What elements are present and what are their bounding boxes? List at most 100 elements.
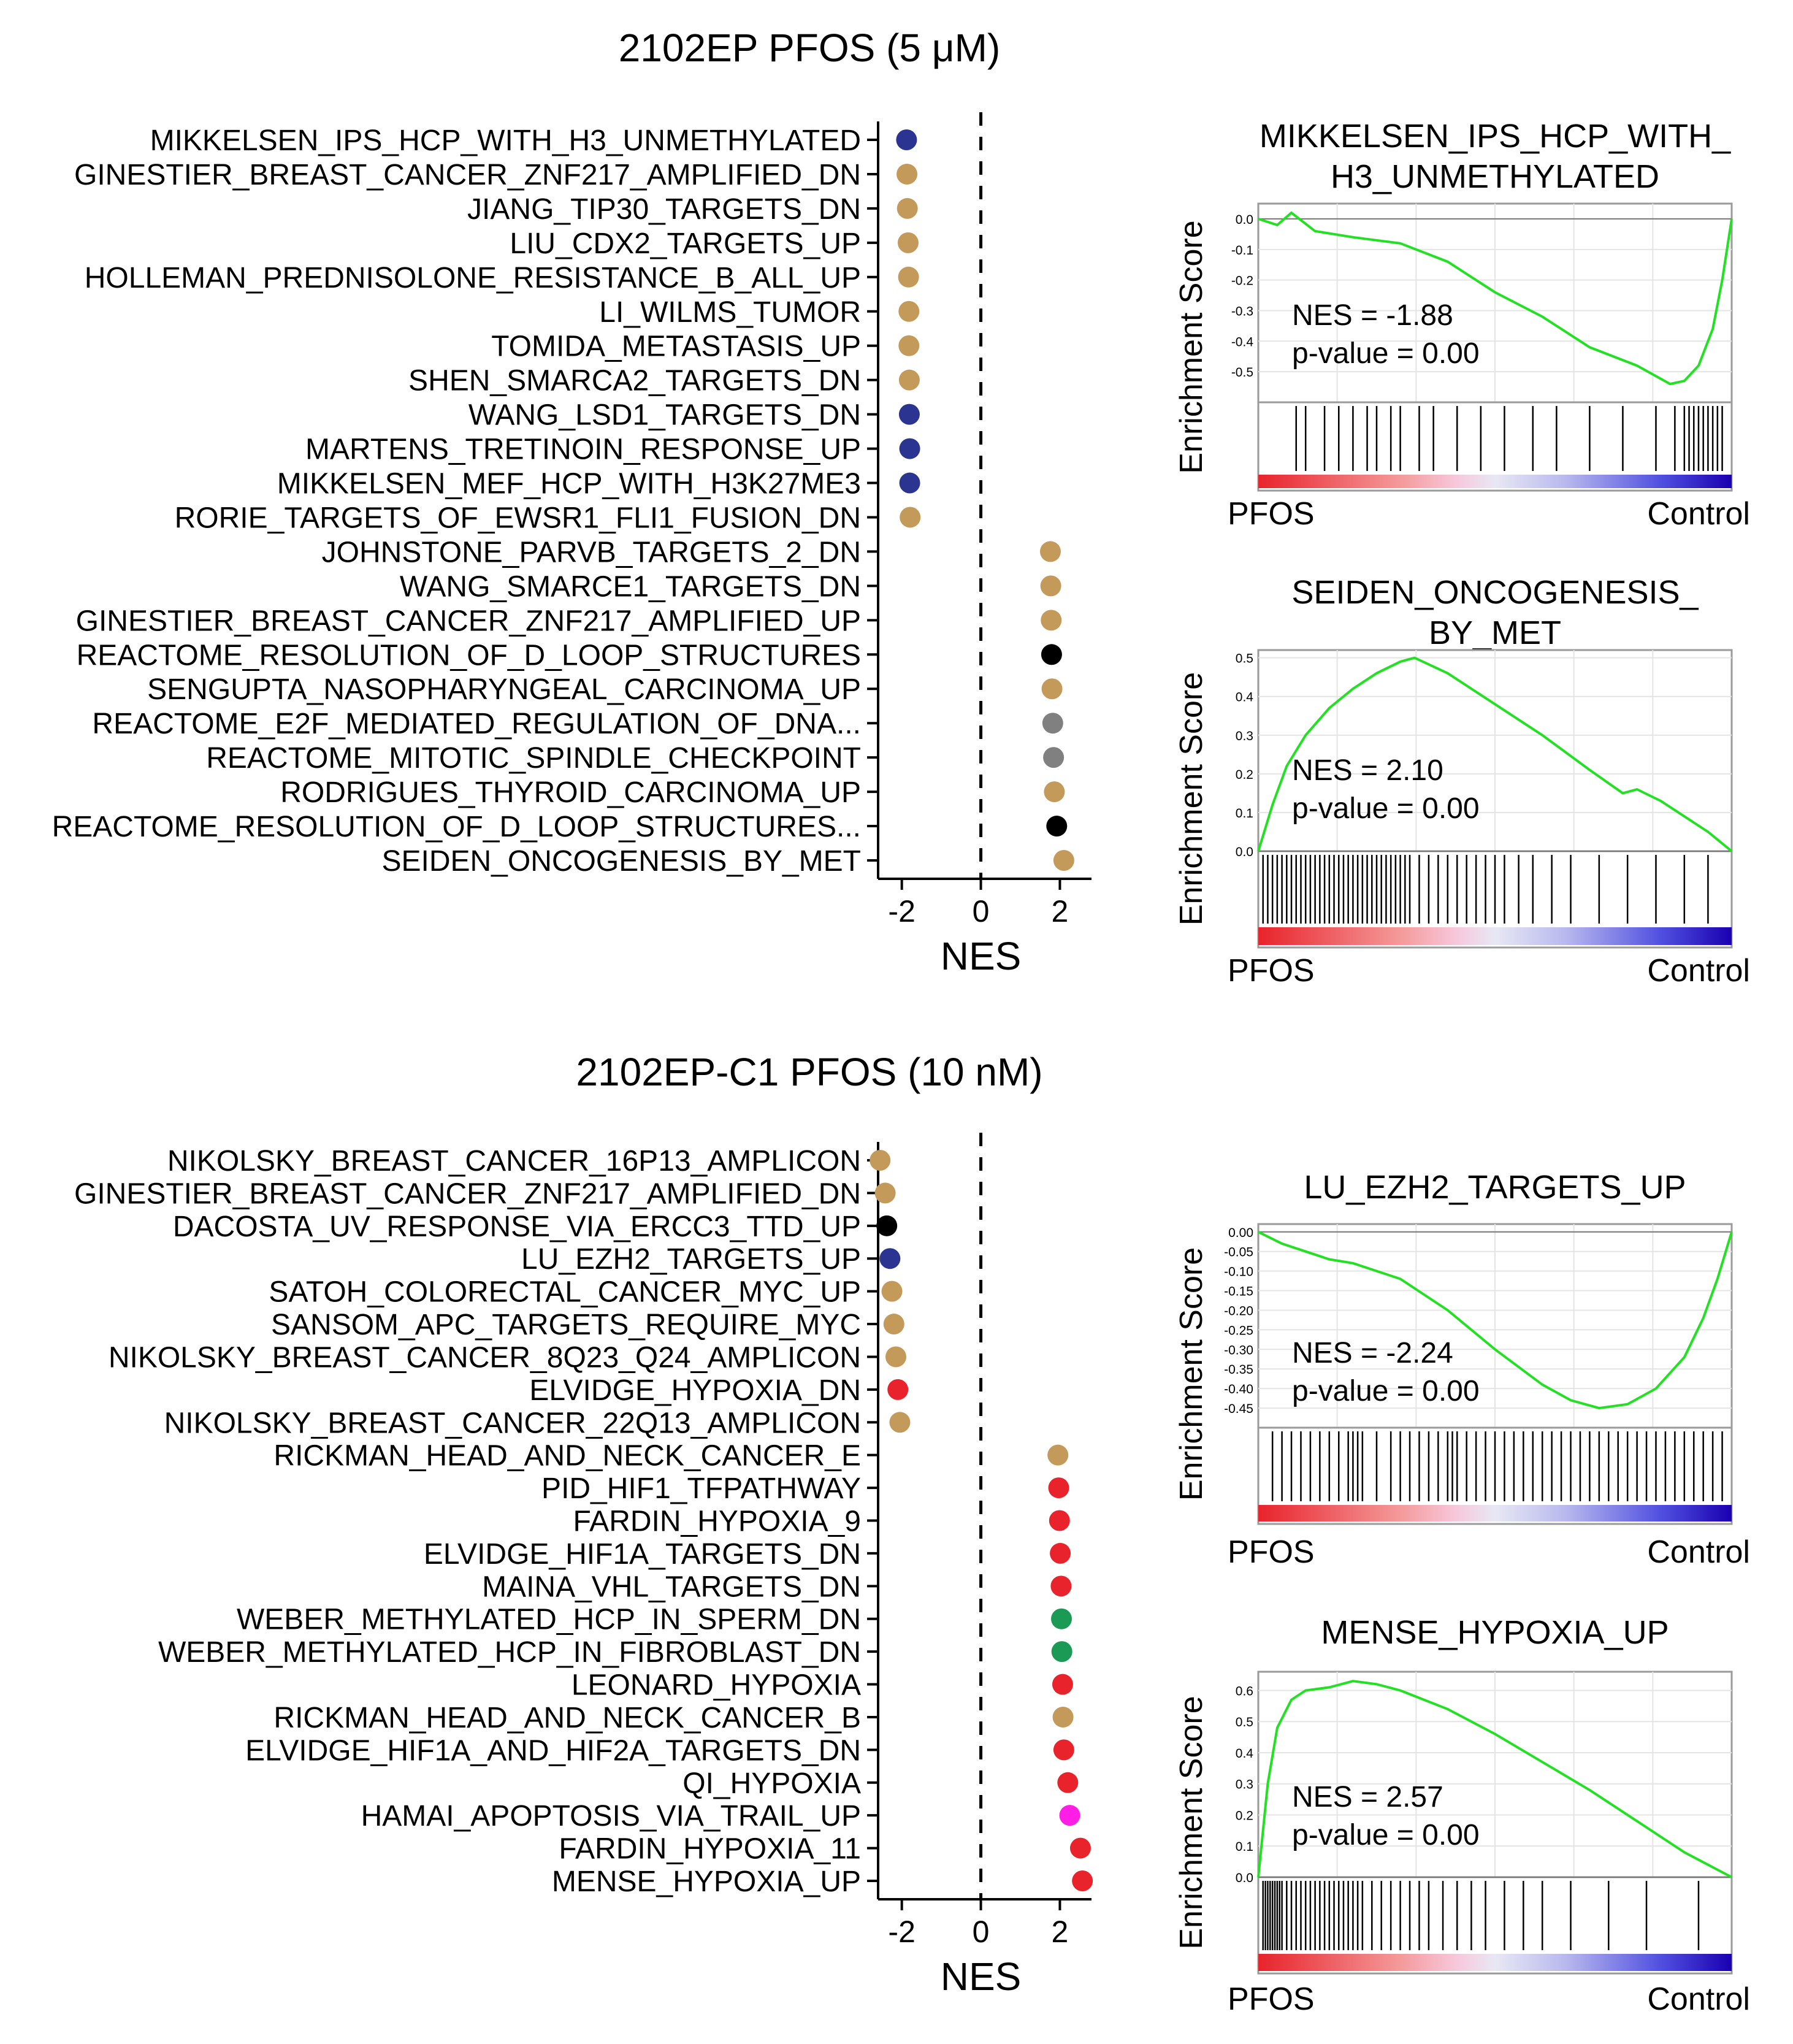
- es-y-tick-label: -0.30: [1224, 1343, 1253, 1357]
- es-y-tick-label: -0.2: [1231, 274, 1253, 288]
- rank-gradient-bar: [1258, 1505, 1732, 1522]
- nes-dot: [870, 1150, 891, 1171]
- es-y-tick-label: -0.20: [1224, 1304, 1253, 1318]
- es-plot-title: H3_UNMETHYLATED: [1331, 158, 1659, 195]
- nes-dot: [896, 163, 918, 185]
- gene-set-label: NIKOLSKY_BREAST_CANCER_22Q13_AMPLICON: [164, 1407, 861, 1439]
- nes-dot: [1044, 781, 1065, 803]
- es-y-tick-label: 0.00: [1228, 1226, 1253, 1240]
- es-plot-lu-ezh2: LU_EZH2_TARGETS_UP 0.00 -0.05 -0.10 -0.15 -0.…: [1174, 1169, 1750, 1570]
- es-y-tick-label: -0.05: [1224, 1246, 1253, 1260]
- nes-dot: [898, 369, 920, 391]
- es-y-axis-label: Enrichment Score: [1174, 1696, 1209, 1949]
- es-y-tick-label: -0.35: [1224, 1363, 1253, 1377]
- gene-set-label: QI_HYPOXIA: [682, 1767, 861, 1800]
- es-plot-title: MIKKELSEN_IPS_HCP_WITH_: [1260, 118, 1731, 155]
- gene-set-label: MENSE_HYPOXIA_UP: [552, 1866, 861, 1898]
- x-axis-label: NES: [941, 934, 1022, 978]
- gene-set-label: SATOH_COLORECTAL_CANCER_MYC_UP: [269, 1276, 861, 1309]
- es-y-axis-label: Enrichment Score: [1174, 220, 1209, 473]
- dotplot-top: -2 0 2 NES MIKKELSEN_IPS_HCP_WITH_H3_UNMETHY…: [52, 112, 1091, 978]
- pfos-label: PFOS: [1228, 953, 1315, 989]
- es-y-tick-label: -0.40: [1224, 1382, 1253, 1396]
- es-y-tick-label: 0.0: [1236, 845, 1253, 859]
- gene-set-label: WEBER_METHYLATED_HCP_IN_FIBROBLAST_DN: [158, 1636, 861, 1669]
- nes-dot: [898, 266, 919, 288]
- nes-dot: [898, 404, 920, 425]
- nes-dot: [1041, 610, 1062, 631]
- nes-dot: [885, 1346, 906, 1368]
- es-y-tick-label: 0.1: [1236, 806, 1253, 821]
- nes-dot: [1043, 747, 1065, 768]
- nes-dot: [876, 1215, 898, 1236]
- nes-dot: [889, 1412, 911, 1433]
- es-y-tick-label: 0.0: [1236, 213, 1253, 227]
- gene-set-label: LIU_CDX2_TARGETS_UP: [510, 228, 861, 260]
- dotplot-bottom: -2 0 2 NES NIKOLSKY_BREAST_CANCER_16P13_AMPL…: [74, 1133, 1093, 1999]
- gene-set-label: HOLLEMAN_PREDNISOLONE_RESISTANCE_B_ALL_U…: [85, 262, 861, 294]
- es-y-tick-label: 0.4: [1236, 691, 1254, 705]
- gene-set-label: LI_WILMS_TUMOR: [599, 296, 861, 329]
- nes-dot: [887, 1379, 909, 1400]
- gene-set-label: RICKMAN_HEAD_AND_NECK_CANCER_E: [273, 1440, 861, 1472]
- gene-set-label: RICKMAN_HEAD_AND_NECK_CANCER_B: [273, 1702, 861, 1734]
- gene-set-label: FARDIN_HYPOXIA_11: [559, 1833, 861, 1866]
- p-value: p-value = 0.00: [1292, 1819, 1480, 1851]
- es-curve: [1257, 1680, 1732, 1878]
- nes-dot: [1059, 1805, 1080, 1826]
- nes-dot: [1049, 1510, 1070, 1531]
- es-y-tick-label: -0.3: [1231, 304, 1253, 318]
- es-plot-seiden-oncogenesis: SEIDEN_ONCOGENESIS_BY_MET 0.5 0.4 0.3 0.2 0.1…: [1174, 574, 1750, 989]
- pfos-label: PFOS: [1228, 496, 1315, 532]
- es-curve: [1258, 211, 1733, 386]
- nes-dot: [883, 1314, 904, 1335]
- control-label: Control: [1647, 953, 1750, 989]
- nes-value: NES = 2.10: [1292, 754, 1443, 787]
- p-value: p-value = 0.00: [1292, 337, 1480, 370]
- nes-dot: [898, 300, 920, 322]
- nes-dot: [1042, 713, 1063, 734]
- gene-set-label: WEBER_METHYLATED_HCP_IN_SPERM_DN: [237, 1604, 861, 1636]
- nes-dot: [1041, 644, 1062, 665]
- rank-gradient-bar: [1258, 475, 1732, 488]
- p-value: p-value = 0.00: [1292, 1375, 1480, 1407]
- es-y-tick-label: 0.4: [1236, 1747, 1254, 1761]
- nes-dot: [1072, 1870, 1093, 1891]
- x-tick-label: 2: [1052, 1915, 1069, 1949]
- es-plot-title: BY_MET: [1429, 614, 1561, 651]
- nes-dot: [1053, 850, 1074, 871]
- gene-set-label: DACOSTA_UV_RESPONSE_VIA_ERCC3_TTD_UP: [173, 1211, 861, 1243]
- nes-dot: [1039, 541, 1061, 562]
- gene-set-label: SENGUPTA_NASOPHARYNGEAL_CARCINOMA_UP: [147, 673, 861, 706]
- gene-set-label: SEIDEN_ONCOGENESIS_BY_MET: [381, 845, 861, 878]
- pfos-label: PFOS: [1228, 1981, 1315, 2017]
- dotplot-title-top: 2102EP PFOS (5 μM): [619, 26, 1001, 70]
- nes-dot: [900, 507, 921, 528]
- es-y-tick-label: -0.45: [1224, 1402, 1253, 1416]
- es-y-tick-label: 0.0: [1236, 1871, 1253, 1885]
- es-y-axis-label: Enrichment Score: [1174, 1247, 1209, 1501]
- x-tick-label: -2: [888, 1915, 915, 1949]
- nes-value: NES = -1.88: [1292, 299, 1453, 332]
- gene-set-label: NIKOLSKY_BREAST_CANCER_16P13_AMPLICON: [167, 1145, 861, 1177]
- x-tick-label: 0: [973, 1915, 990, 1949]
- gene-set-label: HAMAI_APOPTOSIS_VIA_TRAIL_UP: [361, 1800, 861, 1832]
- gene-set-label: FARDIN_HYPOXIA_9: [573, 1506, 862, 1538]
- nes-dot: [874, 1182, 896, 1204]
- es-plot-title: SEIDEN_ONCOGENESIS_: [1291, 574, 1699, 611]
- p-value: p-value = 0.00: [1292, 792, 1480, 825]
- gene-set-label: RODRIGUES_THYROID_CARCINOMA_UP: [280, 776, 861, 809]
- es-y-tick-label: -0.25: [1224, 1323, 1253, 1338]
- nes-dot: [1050, 1542, 1071, 1564]
- es-y-tick-label: 0.2: [1236, 768, 1253, 782]
- nes-dot: [1040, 575, 1061, 597]
- gene-set-label: ELVIDGE_HIF1A_AND_HIF2A_TARGETS_DN: [245, 1734, 861, 1767]
- rank-gradient-bar: [1258, 927, 1732, 945]
- nes-value: NES = -2.24: [1292, 1337, 1453, 1369]
- nes-dot: [899, 438, 920, 459]
- gene-set-label: MAINA_VHL_TARGETS_DN: [482, 1571, 861, 1603]
- gene-set-label: JOHNSTONE_PARVB_TARGETS_2_DN: [322, 536, 861, 568]
- nes-dot: [1052, 1706, 1074, 1728]
- es-y-tick-label: -0.15: [1224, 1285, 1253, 1299]
